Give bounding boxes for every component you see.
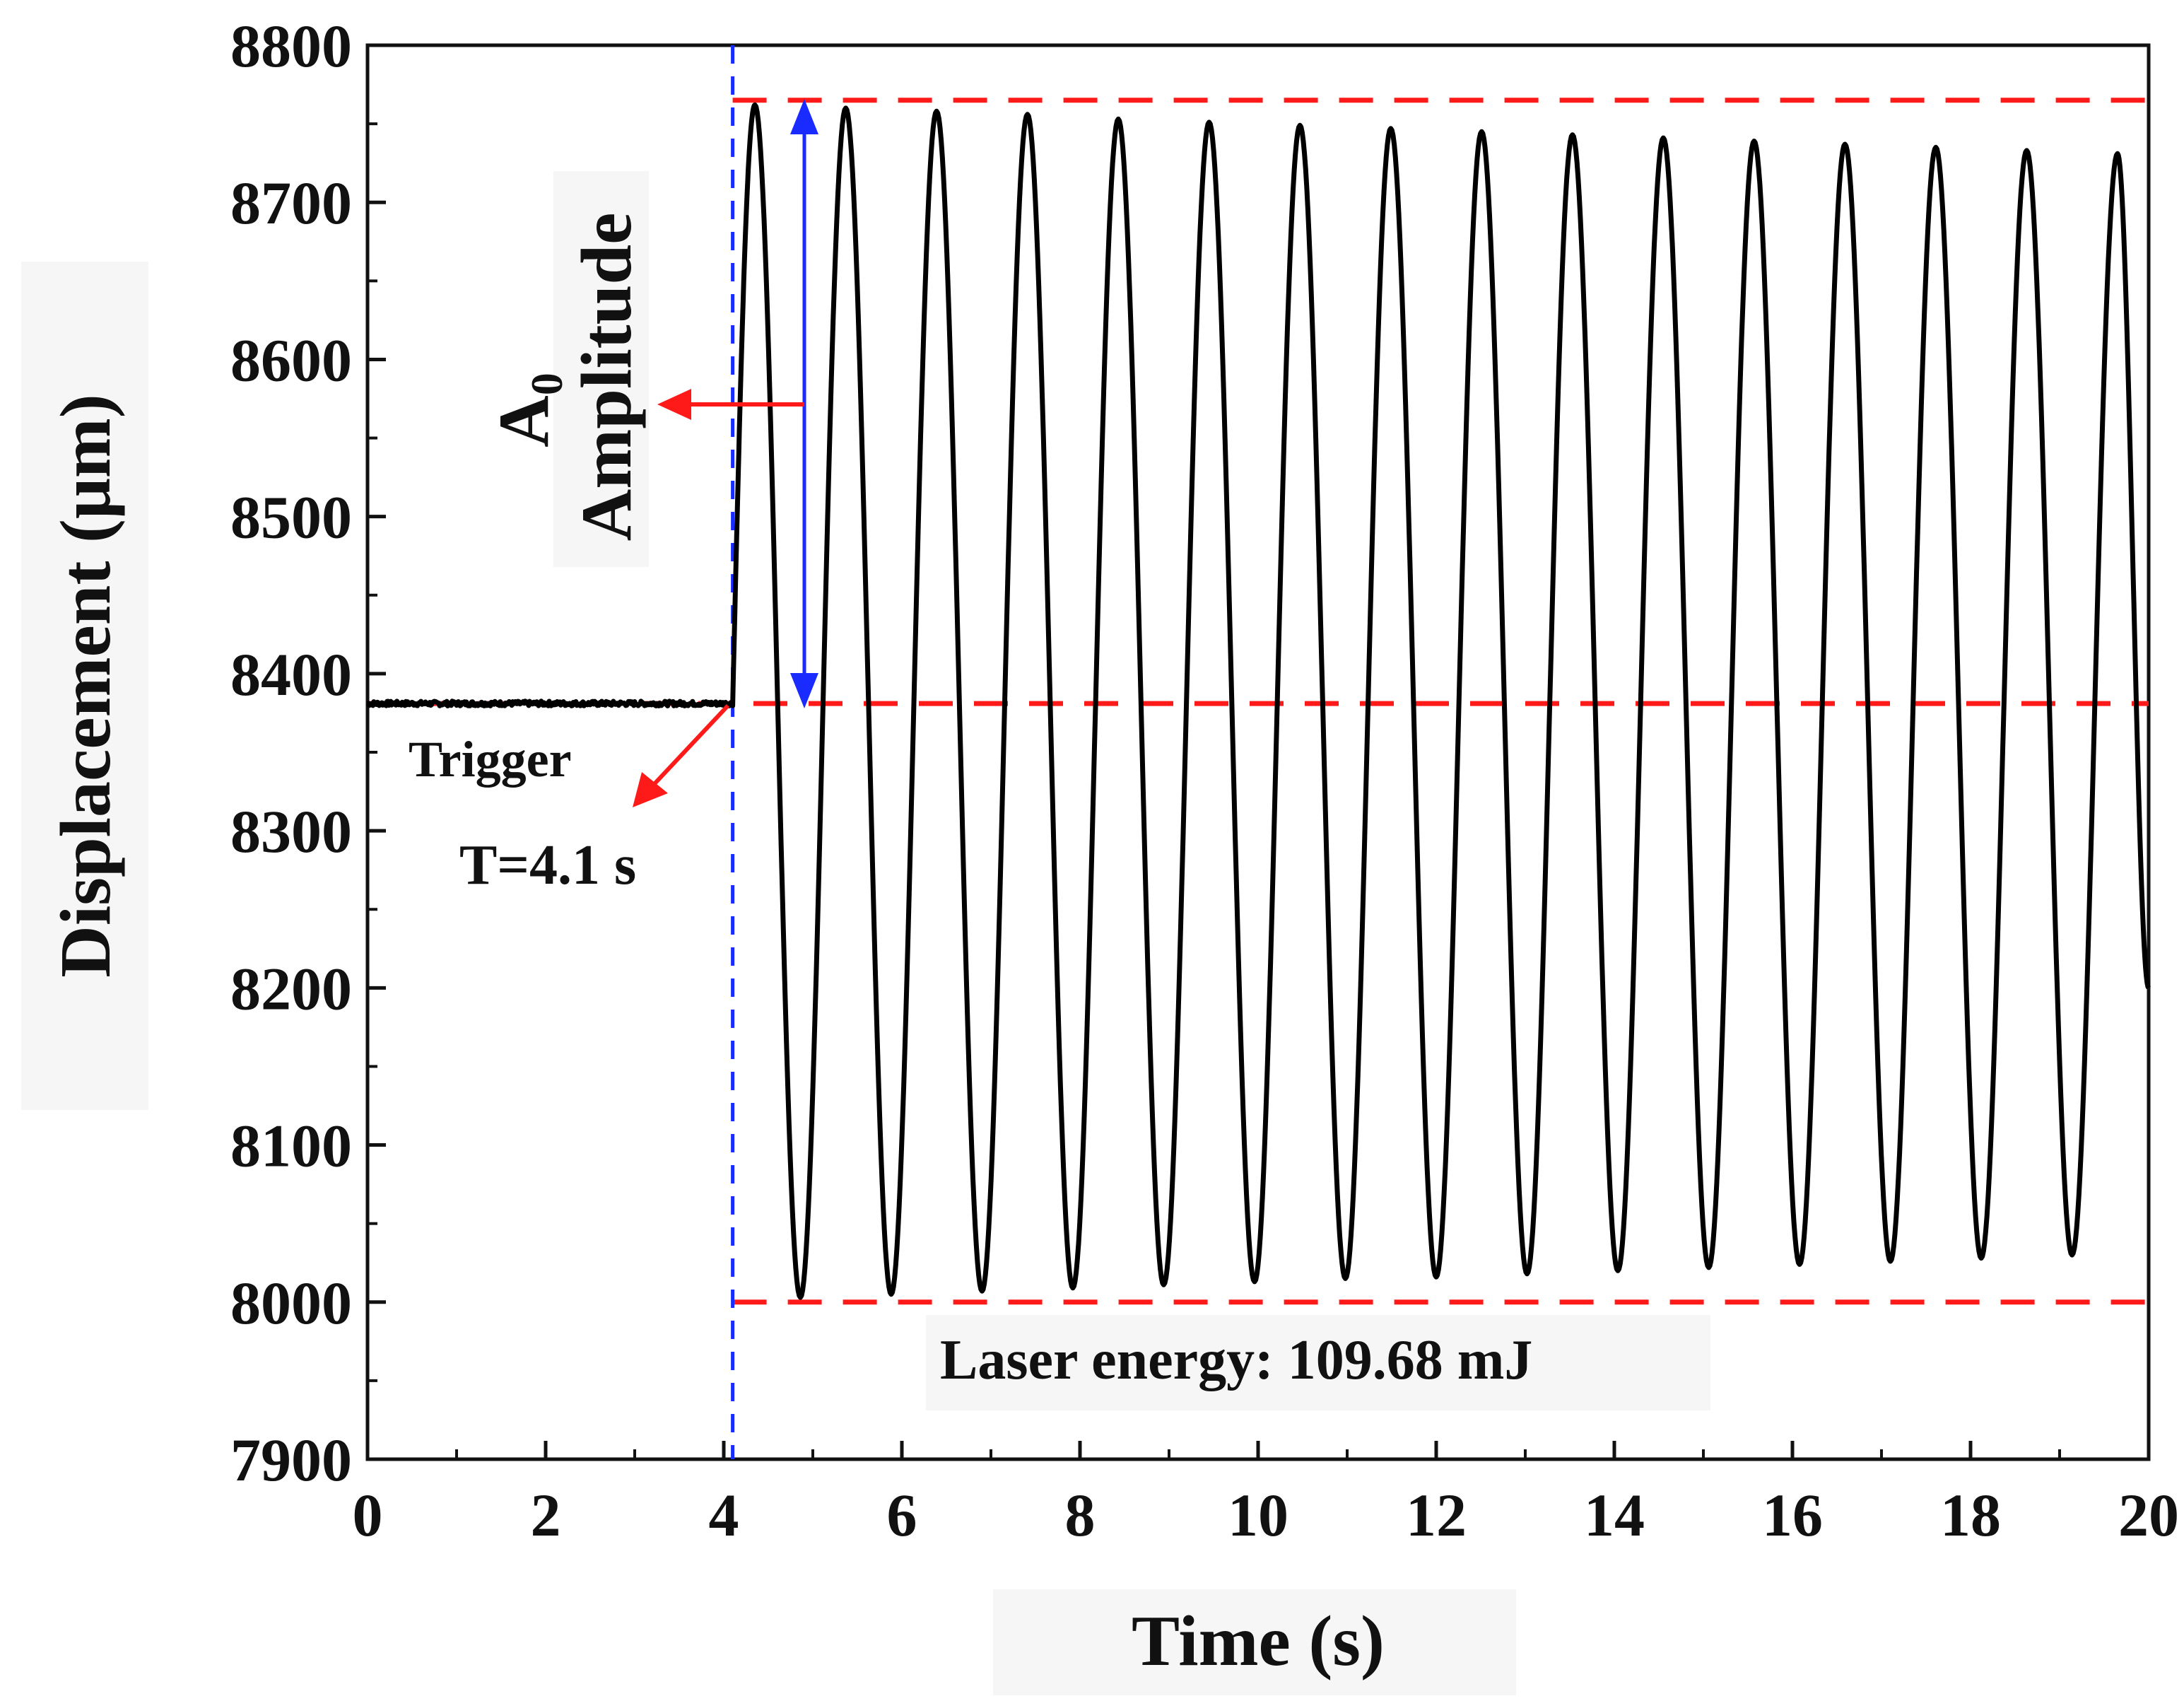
laser-energy-background [926, 1315, 1710, 1410]
x-tick-label: 18 [1940, 1481, 2001, 1549]
x-tick-label: 10 [1228, 1481, 1288, 1549]
trigger-label: Trigger [409, 731, 572, 788]
x-axis-ticks: 0 2 4 6 8 10 12 14 16 18 20 [353, 1441, 2179, 1549]
y-tick-label: 8600 [230, 326, 352, 394]
y-tick-label: 8700 [230, 169, 352, 237]
x-tick-label: 6 [887, 1481, 917, 1549]
y-tick-label: 8200 [230, 954, 352, 1022]
ylabel-background [21, 262, 148, 1110]
x-tick-label: 12 [1406, 1481, 1467, 1549]
x-tick-label: 2 [531, 1481, 561, 1549]
laser-energy-label: Laser energy: 109.68 mJ [940, 1329, 1532, 1391]
trigger-pointer-arrow [633, 703, 730, 807]
y-tick-label: 7900 [230, 1426, 352, 1494]
x-tick-label: 8 [1065, 1481, 1096, 1549]
a0-label: A0 [484, 373, 572, 448]
laser-energy-value: 109.68 mJ [1288, 1329, 1533, 1391]
y-tick-label: 8500 [230, 484, 352, 551]
y-tick-label: 8400 [230, 641, 352, 708]
y-tick-label: 8300 [230, 797, 352, 865]
y-tick-label: 8000 [230, 1269, 352, 1337]
y-tick-label: 8800 [230, 12, 352, 80]
x-tick-label: 0 [353, 1481, 383, 1549]
trigger-time-label: T=4.1 s [459, 834, 636, 896]
a0-pointer-arrow [657, 389, 804, 420]
a0-main: A [484, 395, 564, 448]
xlabel-background [993, 1589, 1516, 1695]
amplitude-arrowhead-down [790, 673, 818, 708]
x-tick-label: 4 [709, 1481, 739, 1549]
trigger-arrowhead [633, 772, 668, 807]
y-tick-label: 8100 [230, 1112, 352, 1180]
amplitude-arrowhead-up [790, 99, 818, 134]
y-axis-ticks: 7900 8000 8100 8200 8300 8400 8500 8600 8700 8800 [230, 12, 386, 1494]
a0-arrowhead [657, 389, 691, 420]
x-axis-title: Time (s) [1132, 1601, 1385, 1681]
x-tick-label: 16 [1762, 1481, 1823, 1549]
a0-subscript: 0 [522, 373, 572, 395]
y-axis-title: Displacement (μm) [46, 394, 126, 977]
amplitude-label: Amplitude [567, 213, 647, 542]
amplitude-label-background [553, 171, 649, 567]
x-tick-label: 14 [1584, 1481, 1645, 1549]
laser-energy-title: Laser energy: [940, 1329, 1274, 1391]
displacement-series-line [365, 102, 2151, 1300]
x-tick-label: 20 [2118, 1481, 2179, 1549]
